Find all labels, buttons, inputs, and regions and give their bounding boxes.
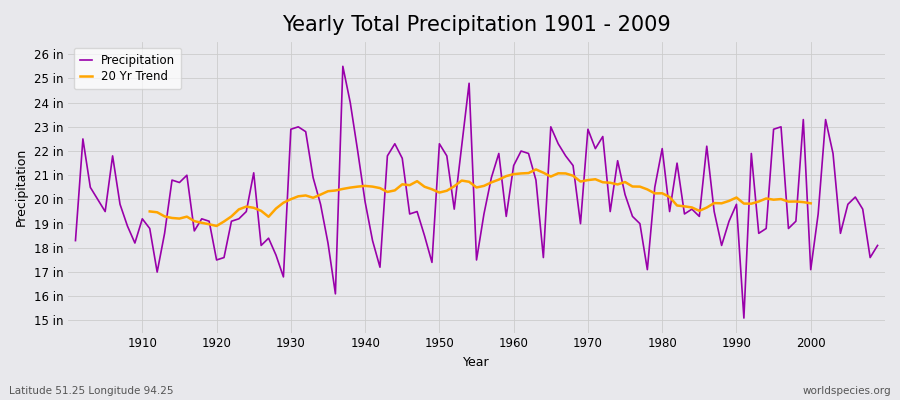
- 20 Yr Trend: [724, 198, 734, 203]
- Precipitation: [872, 243, 883, 248]
- 20 Yr Trend: [212, 224, 222, 228]
- 20 Yr Trend: [790, 199, 801, 204]
- Text: worldspecies.org: worldspecies.org: [803, 386, 891, 396]
- Y-axis label: Precipitation: Precipitation: [15, 148, 28, 226]
- Precipitation: [605, 209, 616, 214]
- Precipitation: [130, 241, 140, 246]
- Text: Latitude 51.25 Longitude 94.25: Latitude 51.25 Longitude 94.25: [9, 386, 174, 396]
- 20 Yr Trend: [352, 184, 363, 189]
- Precipitation: [739, 316, 750, 320]
- 20 Yr Trend: [806, 201, 816, 206]
- Precipitation: [345, 100, 356, 105]
- Precipitation: [338, 64, 348, 69]
- Legend: Precipitation, 20 Yr Trend: Precipitation, 20 Yr Trend: [74, 48, 181, 89]
- X-axis label: Year: Year: [464, 356, 490, 369]
- 20 Yr Trend: [709, 201, 720, 206]
- Precipitation: [508, 163, 519, 168]
- Precipitation: [516, 149, 526, 154]
- Precipitation: [70, 238, 81, 243]
- Title: Yearly Total Precipitation 1901 - 2009: Yearly Total Precipitation 1901 - 2009: [282, 15, 670, 35]
- 20 Yr Trend: [241, 204, 252, 209]
- 20 Yr Trend: [530, 167, 541, 172]
- Line: 20 Yr Trend: 20 Yr Trend: [149, 170, 811, 226]
- 20 Yr Trend: [144, 209, 155, 214]
- Line: Precipitation: Precipitation: [76, 66, 878, 318]
- 20 Yr Trend: [620, 180, 631, 184]
- Precipitation: [292, 124, 303, 129]
